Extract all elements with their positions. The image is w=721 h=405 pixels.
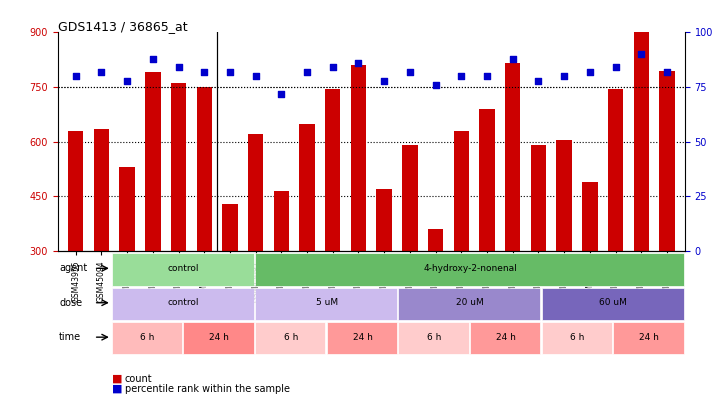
Text: 20 uM: 20 uM bbox=[456, 298, 484, 307]
Bar bbox=[479, 109, 495, 251]
Point bbox=[70, 73, 81, 79]
Text: time: time bbox=[59, 332, 81, 342]
Text: control: control bbox=[168, 298, 199, 307]
Bar bbox=[222, 204, 238, 251]
Point bbox=[661, 68, 673, 75]
Point bbox=[610, 64, 622, 70]
Bar bbox=[171, 83, 186, 251]
Bar bbox=[350, 65, 366, 251]
Text: ■: ■ bbox=[112, 384, 123, 394]
Point bbox=[224, 68, 236, 75]
Text: ■: ■ bbox=[112, 374, 123, 384]
Point bbox=[430, 82, 441, 88]
Point bbox=[250, 73, 262, 79]
Text: 24 h: 24 h bbox=[640, 333, 659, 342]
Text: 6 h: 6 h bbox=[141, 333, 155, 342]
Bar bbox=[531, 145, 546, 251]
Point bbox=[404, 68, 415, 75]
Point bbox=[533, 77, 544, 84]
Bar bbox=[454, 131, 469, 251]
Text: 24 h: 24 h bbox=[496, 333, 516, 342]
Bar bbox=[299, 124, 315, 251]
Point bbox=[147, 55, 159, 62]
Bar bbox=[608, 89, 623, 251]
Bar bbox=[557, 140, 572, 251]
Text: percentile rank within the sample: percentile rank within the sample bbox=[125, 384, 290, 394]
Bar bbox=[402, 145, 417, 251]
Bar bbox=[248, 134, 263, 251]
Point bbox=[353, 60, 364, 66]
Bar bbox=[68, 131, 84, 251]
Text: 6 h: 6 h bbox=[570, 333, 585, 342]
Point bbox=[379, 77, 390, 84]
Text: 60 uM: 60 uM bbox=[599, 298, 627, 307]
Text: 24 h: 24 h bbox=[353, 333, 373, 342]
Bar bbox=[325, 89, 340, 251]
Text: 24 h: 24 h bbox=[209, 333, 229, 342]
Point bbox=[173, 64, 185, 70]
Text: 4-hydroxy-2-nonenal: 4-hydroxy-2-nonenal bbox=[423, 264, 517, 273]
Point bbox=[481, 73, 492, 79]
Bar bbox=[376, 189, 392, 251]
Point bbox=[584, 68, 596, 75]
Point bbox=[507, 55, 518, 62]
Bar bbox=[274, 191, 289, 251]
Point bbox=[275, 90, 287, 97]
Text: 6 h: 6 h bbox=[283, 333, 298, 342]
Text: count: count bbox=[125, 374, 152, 384]
Point bbox=[327, 64, 339, 70]
Bar bbox=[634, 32, 649, 251]
Bar bbox=[659, 71, 675, 251]
Bar bbox=[505, 63, 521, 251]
Point bbox=[96, 68, 107, 75]
Bar bbox=[120, 167, 135, 251]
Bar bbox=[582, 182, 598, 251]
Point bbox=[301, 68, 313, 75]
Point bbox=[635, 51, 647, 58]
Text: agent: agent bbox=[59, 263, 87, 273]
Bar bbox=[145, 72, 161, 251]
Bar bbox=[428, 229, 443, 251]
Point bbox=[456, 73, 467, 79]
Text: dose: dose bbox=[59, 298, 82, 308]
Point bbox=[558, 73, 570, 79]
Bar bbox=[197, 87, 212, 251]
Text: 6 h: 6 h bbox=[427, 333, 441, 342]
Point bbox=[121, 77, 133, 84]
Text: GDS1413 / 36865_at: GDS1413 / 36865_at bbox=[58, 20, 187, 33]
Bar bbox=[94, 129, 109, 251]
Point bbox=[198, 68, 210, 75]
Text: 5 uM: 5 uM bbox=[316, 298, 337, 307]
Text: control: control bbox=[168, 264, 199, 273]
